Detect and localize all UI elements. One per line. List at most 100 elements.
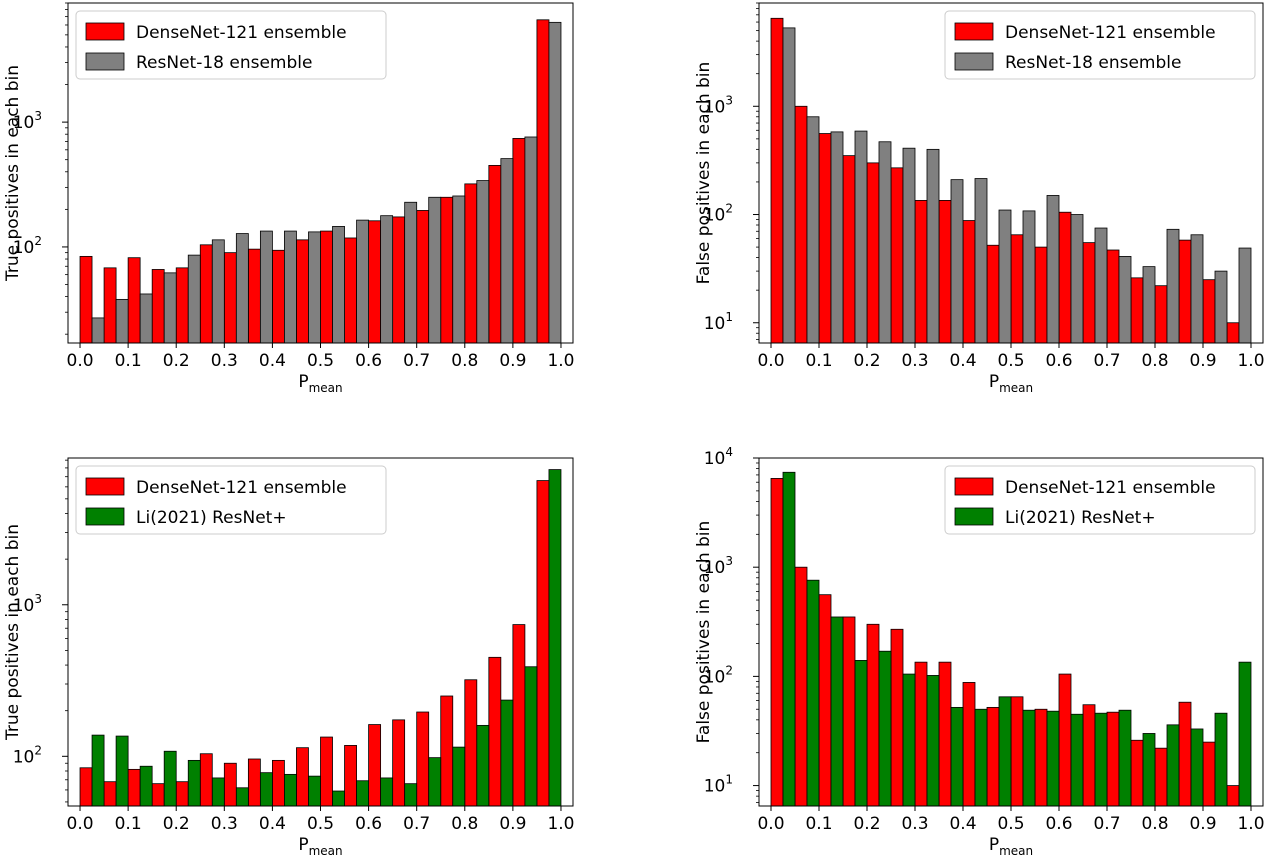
x-tick-label: 0.7 — [1093, 814, 1120, 834]
x-axis-label-sub: mean — [309, 844, 343, 858]
bar-2-6 — [902, 673, 916, 807]
x-tick-label: 1.0 — [547, 814, 574, 834]
bar-1-17 — [464, 679, 478, 807]
legend-label-2: Li(2021) ResNet+ — [1005, 508, 1156, 528]
y-tick-base: 10 — [13, 113, 35, 133]
x-tick-label: 0.8 — [451, 351, 478, 371]
x-tick-label: 0.3 — [211, 351, 238, 371]
x-tick-label: 0.2 — [163, 351, 190, 371]
x-tick-label: 0.7 — [403, 351, 430, 371]
y-tick-base: 10 — [13, 238, 35, 258]
bar-2-20 — [548, 469, 562, 807]
x-tick-label: 0.8 — [451, 814, 478, 834]
bar-1-10 — [986, 706, 1000, 807]
x-axis-label-main: P — [989, 835, 999, 855]
legend-swatch-2 — [85, 52, 125, 71]
y-tick-label: 104 — [704, 445, 733, 469]
bar-1-16 — [1130, 739, 1144, 807]
x-tick-label: 0.0 — [67, 814, 94, 834]
bar-2-7 — [926, 675, 940, 807]
y-tick-exp: 3 — [725, 554, 733, 568]
bar-2-14 — [404, 201, 418, 344]
bar-1-5 — [175, 267, 189, 344]
x-tick-label: 0.9 — [1189, 814, 1216, 834]
bar-2-3 — [830, 616, 844, 807]
legend-frame — [75, 465, 387, 535]
bar-2-10 — [308, 775, 321, 807]
bar-1-9 — [962, 220, 976, 344]
bar-1-18 — [488, 164, 502, 344]
bar-2-5 — [187, 254, 201, 344]
bar-1-14 — [392, 216, 406, 344]
y-tick-exp: 4 — [725, 445, 733, 459]
bar-1-4 — [151, 269, 165, 344]
y-tick-base: 10 — [704, 558, 726, 578]
x-axis-label: Pmean — [298, 835, 342, 858]
bar-2-6 — [211, 777, 225, 807]
legend-frame — [944, 465, 1256, 535]
legend-label-1: DenseNet-121 ensemble — [136, 478, 347, 498]
x-tick-label: 0.0 — [757, 351, 784, 371]
bar-1-4 — [151, 783, 165, 807]
bar-1-1 — [79, 767, 93, 807]
bar-2-13 — [380, 777, 394, 807]
bar-2-10 — [308, 231, 321, 344]
bar-2-12 — [1046, 710, 1060, 807]
legend-swatch-1 — [954, 22, 994, 41]
bar-1-20 — [1226, 785, 1240, 807]
bar-1-14 — [392, 719, 406, 807]
x-axis-label: Pmean — [298, 372, 342, 395]
y-tick-base: 10 — [704, 97, 726, 117]
bar-2-11 — [1022, 210, 1036, 344]
bar-1-15 — [416, 711, 430, 807]
bar-1-2 — [103, 781, 117, 807]
bar-2-8 — [259, 772, 273, 807]
bar-1-8 — [247, 248, 261, 344]
bar-1-18 — [1178, 701, 1192, 807]
x-tick-label: 0.2 — [163, 814, 190, 834]
y-tick-base: 10 — [704, 777, 726, 797]
bar-2-11 — [1022, 709, 1036, 807]
x-tick-label: 0.7 — [403, 814, 430, 834]
bar-1-9 — [271, 249, 285, 344]
bar-1-16 — [440, 695, 454, 807]
bar-1-1 — [79, 255, 93, 344]
bar-1-3 — [127, 257, 141, 344]
bar-2-19 — [1214, 270, 1228, 344]
bar-1-6 — [890, 167, 904, 344]
bar-2-9 — [284, 773, 297, 807]
bar-2-4 — [854, 130, 868, 344]
legend-swatch-2 — [954, 52, 994, 71]
bar-2-13 — [1070, 713, 1084, 807]
bar-1-19 — [1202, 741, 1216, 807]
bar-2-20 — [1238, 661, 1252, 807]
x-tick-label: 0.2 — [853, 814, 880, 834]
bar-2-11 — [332, 790, 345, 807]
y-tick-label: 101 — [704, 310, 733, 334]
bar-1-8 — [938, 200, 952, 344]
bar-1-7 — [223, 762, 237, 807]
legend-swatch-1 — [954, 477, 994, 496]
bar-2-18 — [500, 158, 514, 344]
legend-swatch-2 — [954, 507, 994, 526]
bar-1-18 — [1178, 239, 1192, 344]
bar-2-7 — [235, 787, 249, 807]
bar-2-17 — [476, 724, 490, 807]
bar-1-6 — [199, 244, 213, 344]
bar-2-2 — [806, 116, 820, 344]
y-tick-label: 102 — [704, 663, 733, 687]
x-tick-label: 0.6 — [355, 351, 382, 371]
bar-2-1 — [782, 471, 796, 807]
bar-1-8 — [938, 661, 952, 807]
bar-1-1 — [770, 478, 784, 807]
y-tick-label: 102 — [13, 234, 42, 258]
bar-1-12 — [344, 745, 357, 807]
y-tick-exp: 3 — [34, 592, 42, 606]
legend-label-2: ResNet-18 ensemble — [136, 53, 312, 73]
x-tick-label: 0.8 — [1141, 814, 1168, 834]
x-tick-label: 0.5 — [997, 351, 1024, 371]
bar-2-3 — [139, 293, 153, 344]
bar-1-8 — [247, 758, 261, 807]
y-tick-label: 103 — [13, 109, 42, 133]
x-tick-label: 0.6 — [1045, 814, 1072, 834]
